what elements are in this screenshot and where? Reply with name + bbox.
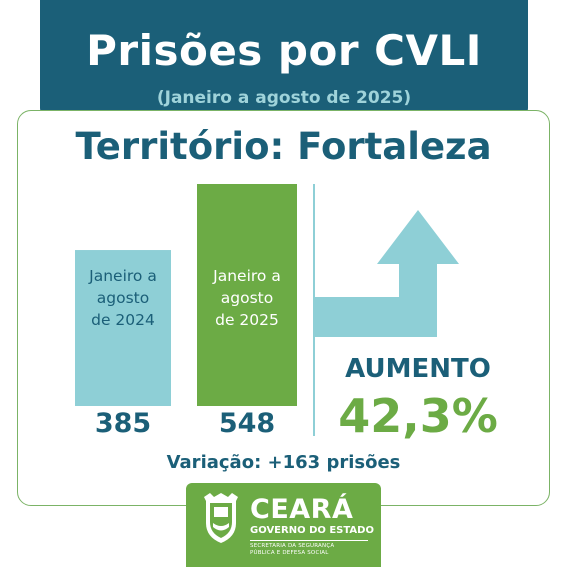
- bar-label-line: agosto: [96, 289, 150, 307]
- bar-label-line: de 2024: [91, 311, 155, 329]
- territory-title: Território: Fortaleza: [75, 125, 492, 168]
- title-banner: Prisões por CVLI (Janeiro a agosto de 20…: [40, 0, 528, 116]
- brand-divider: [250, 540, 368, 541]
- page-title: Prisões por CVLI: [86, 26, 482, 75]
- bar-label-line: agosto: [220, 289, 274, 307]
- secretariat-line: Secretaria da Segurança: [250, 543, 335, 549]
- bar-label-line: de 2025: [215, 311, 279, 329]
- variation-text: Variação: +163 prisões: [166, 452, 401, 473]
- bar-label-2024: Janeiro a agosto de 2024: [75, 265, 171, 331]
- bar-2025: [197, 184, 297, 406]
- secretariat-line: Pública e Defesa Social: [250, 550, 329, 556]
- bar-value-2025: 548: [218, 408, 276, 439]
- page-subtitle: (Janeiro a agosto de 2025): [156, 88, 412, 108]
- trend-label: AUMENTO: [345, 354, 491, 384]
- trend-percent: 42,3%: [338, 389, 498, 443]
- ceara-coat-of-arms-icon: [204, 493, 238, 543]
- bar-value-2024: 385: [94, 408, 152, 439]
- brand-name: CEARÁ: [250, 494, 354, 525]
- bar-label-2025: Janeiro a agosto de 2025: [197, 265, 297, 331]
- bar-label-line: Janeiro a: [213, 267, 281, 285]
- secretariat-name: Secretaria da Segurança Pública e Defesa…: [250, 543, 334, 557]
- bar-label-line: Janeiro a: [89, 267, 157, 285]
- up-arrow-icon: [314, 210, 459, 337]
- bars-group: [75, 184, 297, 406]
- bar-2024: [75, 250, 171, 406]
- brand-subtitle: GOVERNO DO ESTADO: [250, 525, 374, 536]
